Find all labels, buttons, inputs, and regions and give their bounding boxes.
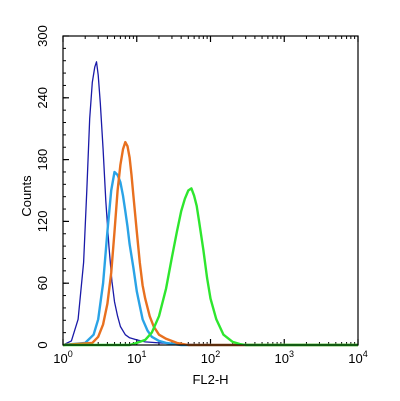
series-group	[62, 61, 358, 347]
minor-tick-marks	[63, 35, 356, 346]
x-tick-label: 102	[201, 349, 220, 366]
y-axis-label: Counts	[19, 175, 34, 217]
y-tick-label: 60	[35, 276, 50, 290]
y-tick-label: 0	[35, 341, 50, 348]
x-tick-label: 103	[275, 349, 294, 366]
series-line-2	[62, 170, 358, 347]
y-tick-label: 240	[35, 87, 50, 109]
x-axis-label: FL2-H	[192, 372, 228, 387]
y-tick-labels: 0 60 120 180 240 300	[35, 25, 50, 348]
x-tick-label: 101	[127, 349, 146, 366]
series-line-4	[63, 187, 358, 347]
x-tick-label: 104	[348, 349, 367, 366]
y-tick-label: 120	[35, 211, 50, 233]
x-tick-label: 100	[53, 349, 72, 366]
y-tick-label: 180	[35, 149, 50, 171]
plot-frame	[62, 35, 359, 346]
x-tick-labels: 100 101 102 103 104	[53, 349, 367, 366]
series-line-3	[62, 140, 358, 347]
y-tick-label: 300	[35, 25, 50, 47]
